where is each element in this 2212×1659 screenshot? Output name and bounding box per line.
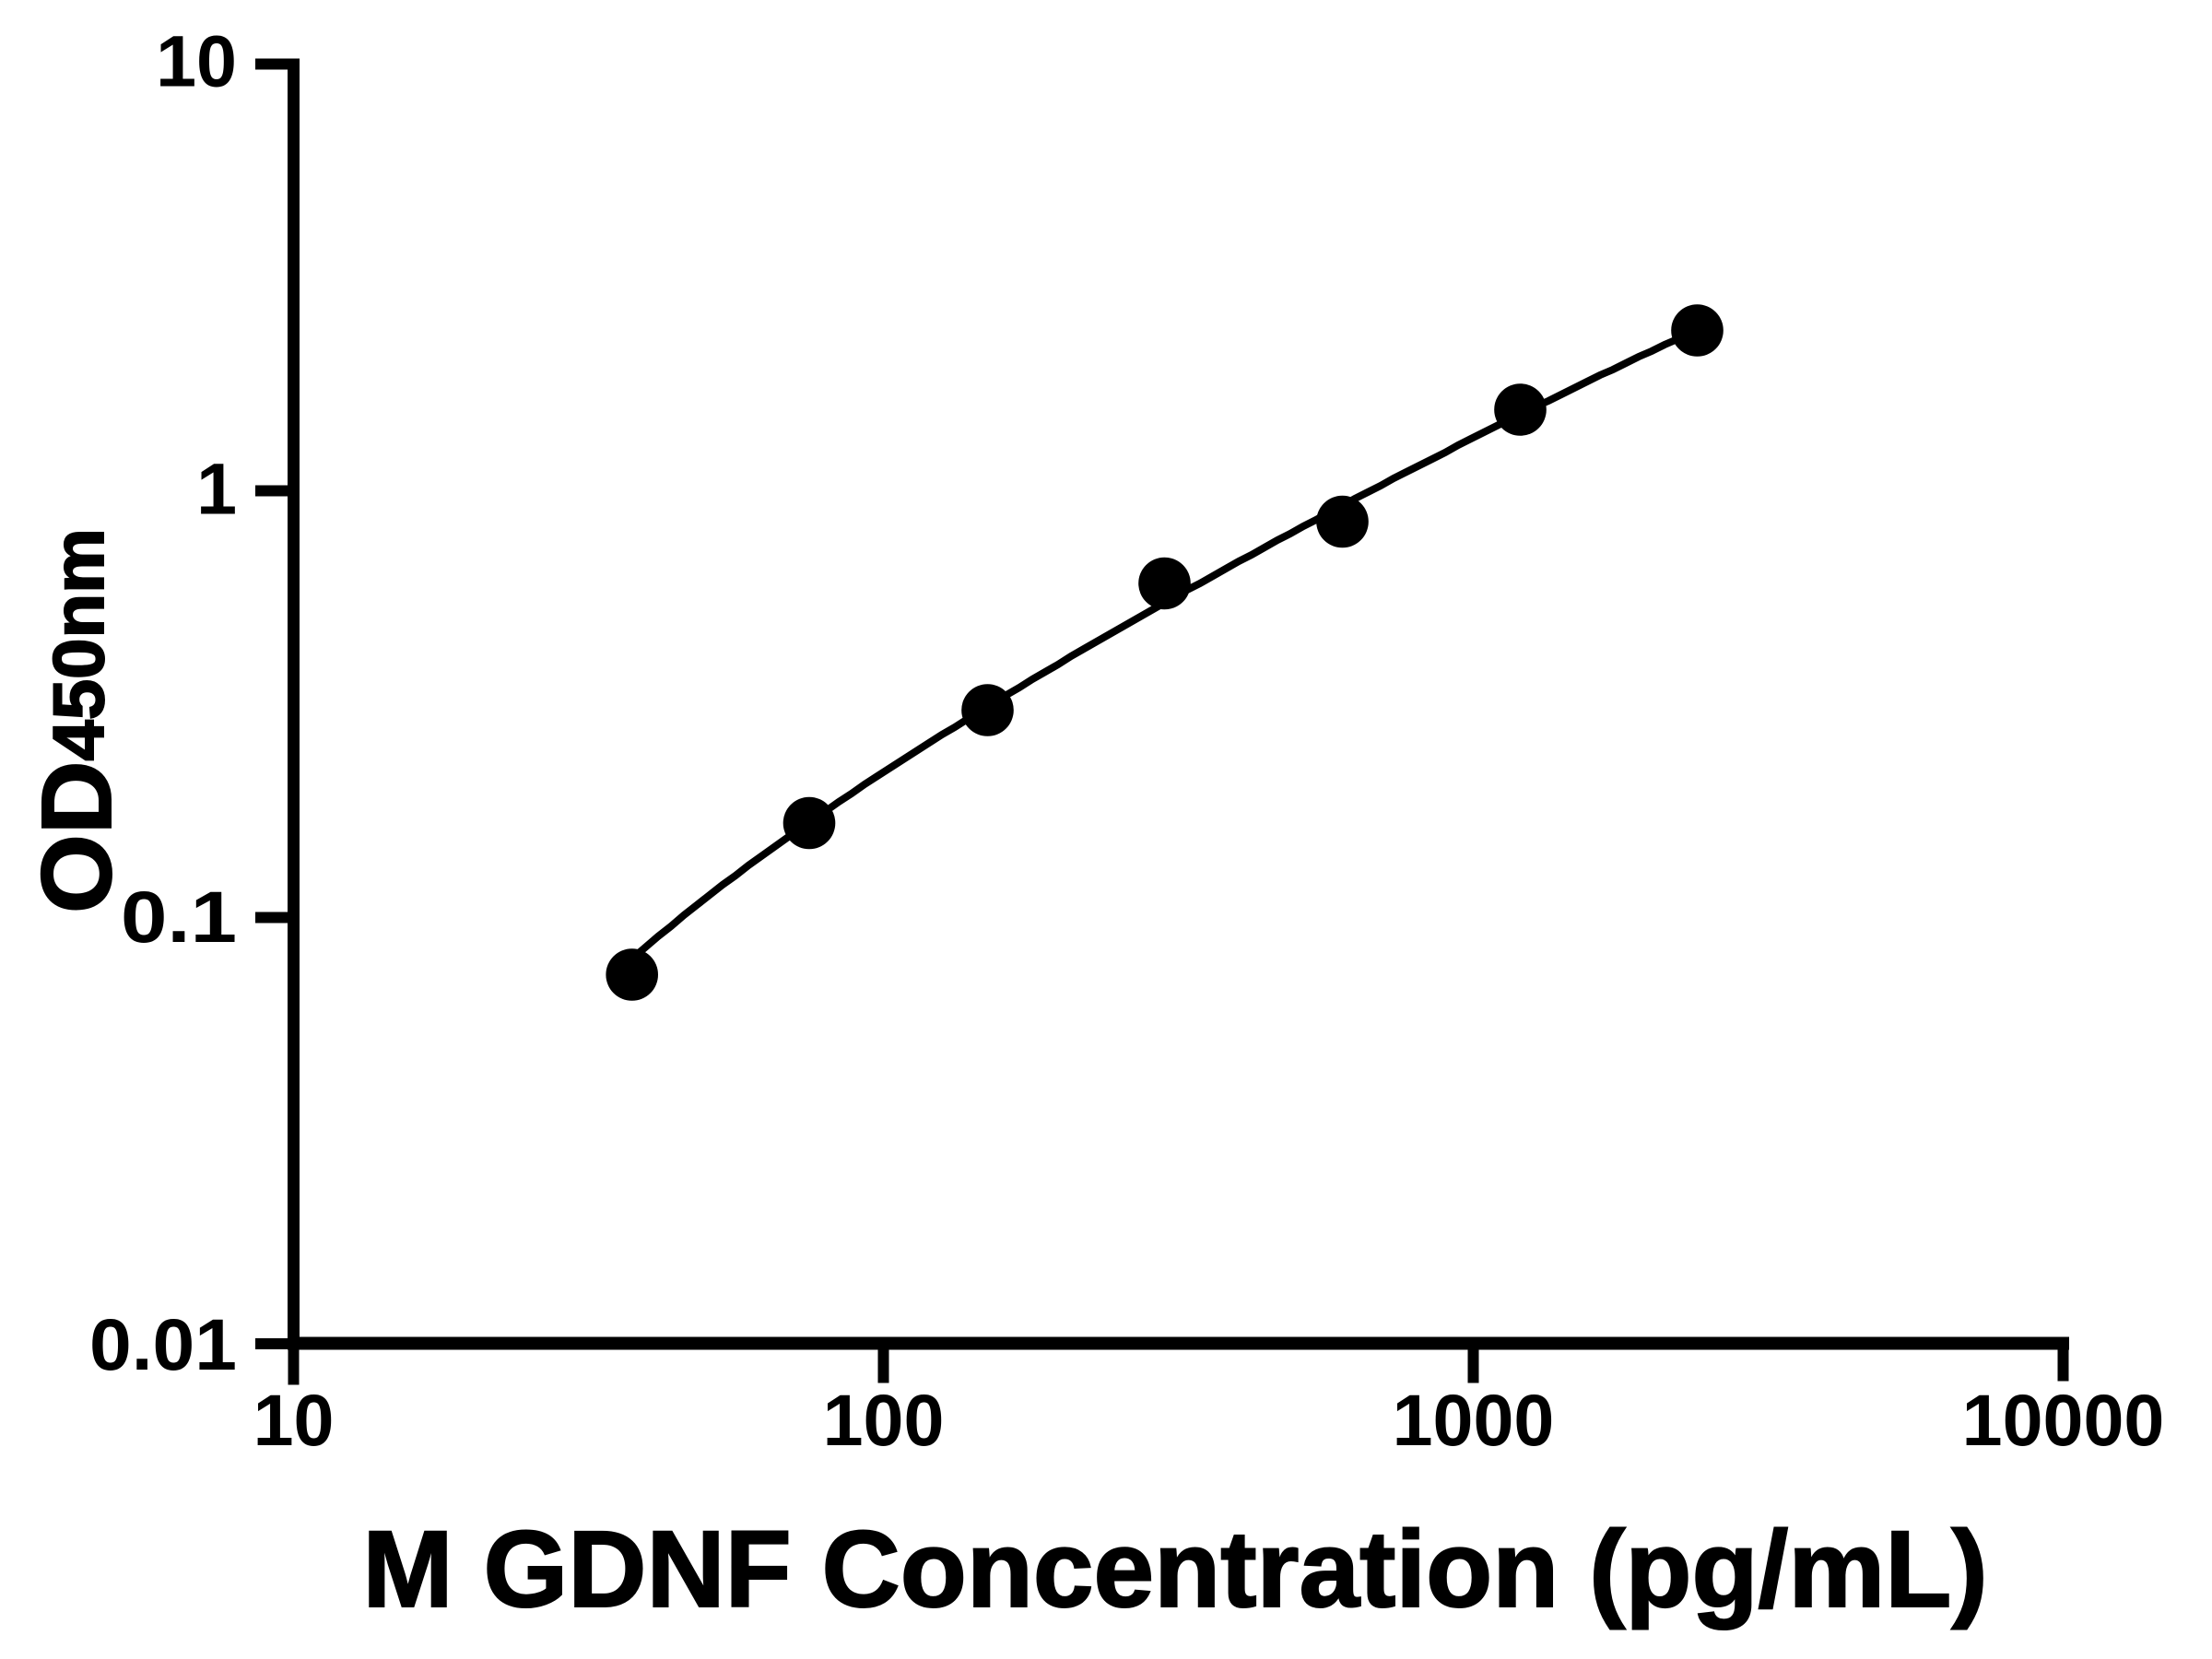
svg-text:0.1: 0.1 [121,876,237,958]
svg-text:1: 1 [196,448,237,530]
svg-text:0.01: 0.01 [89,1303,237,1385]
svg-text:100: 100 [823,1379,945,1461]
svg-text:1000: 1000 [1393,1379,1555,1461]
svg-text:10000: 10000 [1962,1379,2165,1461]
svg-text:M GDNF Concentration (pg/mL): M GDNF Concentration (pg/mL) [362,1509,1987,1630]
svg-text:OD450nm: OD450nm [20,528,132,913]
svg-text:10: 10 [253,1379,335,1461]
svg-text:10: 10 [156,20,237,102]
